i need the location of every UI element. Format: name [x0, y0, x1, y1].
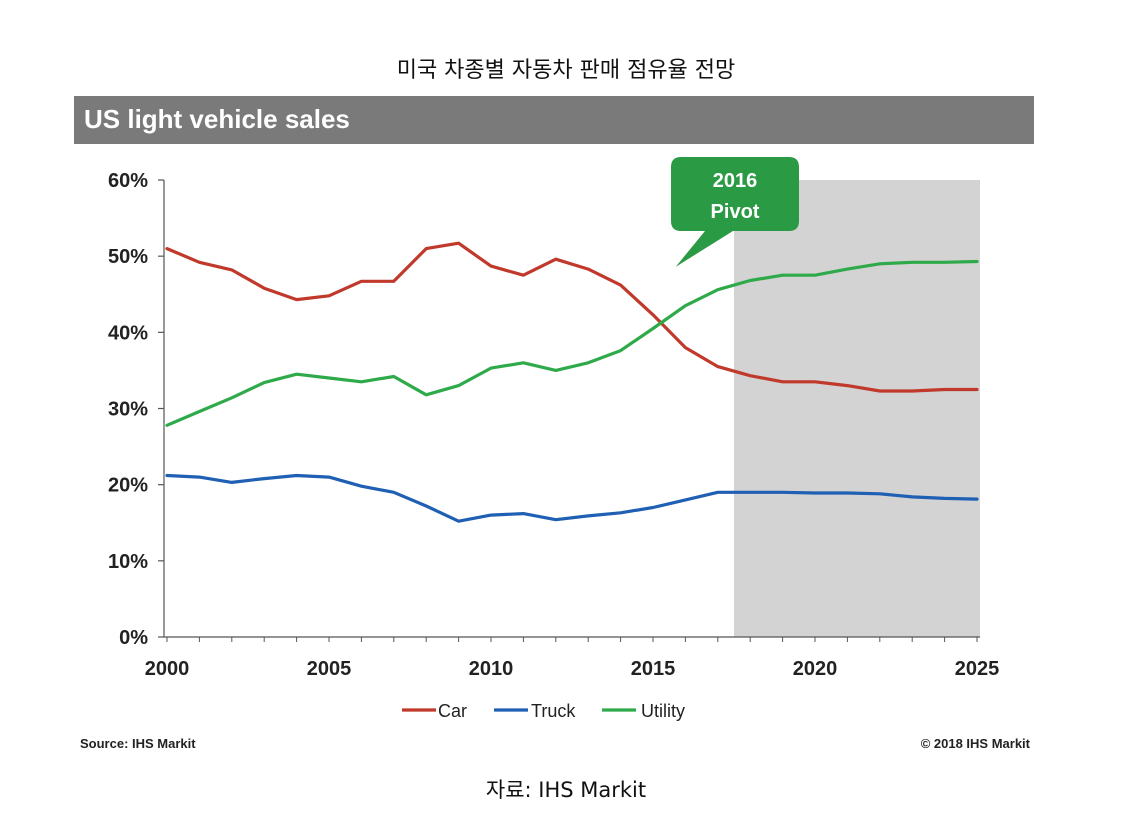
- source-note: Source: IHS Markit: [80, 736, 196, 751]
- y-tick-label: 10%: [108, 551, 148, 573]
- legend-label-car: Car: [438, 701, 467, 721]
- axes-layer: 0% 10% 20% 30% 40% 50% 60% 2000 2005 2010 2015 2020…: [108, 170, 999, 680]
- forecast-shade-layer: [734, 180, 980, 637]
- x-tick-label: 2025: [955, 658, 1000, 680]
- caption: 자료: IHS Markit: [485, 778, 647, 802]
- series-line-truck: [165, 473, 979, 523]
- forecast-region: [734, 180, 980, 637]
- y-tick-label: 20%: [108, 475, 148, 497]
- x-tick-label: 2005: [307, 658, 352, 680]
- korean-title: 미국 차종별 자동차 판매 점유율 전망: [396, 58, 736, 83]
- series-line-car: [165, 241, 979, 393]
- callout-layer: 2016 Pivot: [671, 157, 799, 267]
- chart-banner: US light vehicle sales: [74, 96, 1034, 144]
- callout-line2: Pivot: [711, 201, 760, 223]
- legend-label-truck: Truck: [531, 701, 576, 721]
- y-tick-label: 60%: [108, 170, 148, 192]
- y-tick-label: 40%: [108, 322, 148, 344]
- x-tick-label: 2015: [631, 658, 676, 680]
- y-tick-label: 0%: [119, 627, 148, 649]
- legend: Car Truck Utility: [402, 701, 685, 721]
- y-tick-label: 30%: [108, 399, 148, 421]
- x-tick-label: 2000: [145, 658, 190, 680]
- x-tick-label: 2020: [793, 658, 838, 680]
- pivot-callout-bubble: [671, 157, 799, 267]
- series-layer: [165, 241, 979, 523]
- series-line-utility: [165, 259, 979, 427]
- callout-line1: 2016: [713, 170, 758, 192]
- x-tick-label: 2010: [469, 658, 514, 680]
- legend-label-utility: Utility: [641, 701, 685, 721]
- banner-title: US light vehicle sales: [84, 104, 350, 134]
- y-tick-label: 50%: [108, 246, 148, 268]
- copyright-note: © 2018 IHS Markit: [920, 736, 1030, 751]
